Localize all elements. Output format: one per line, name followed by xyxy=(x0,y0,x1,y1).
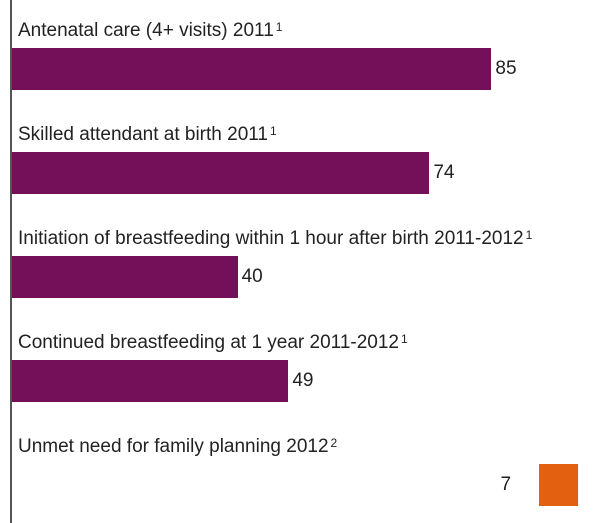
category-label-text: Unmet need for family planning 2012 xyxy=(18,436,329,457)
value-label: 40 xyxy=(241,266,263,287)
category-label: Antenatal care (4+ visits) 2011 1 xyxy=(18,20,282,42)
category-label: Initiation of breastfeeding within 1 hou… xyxy=(18,228,532,250)
footnote-marker: 1 xyxy=(270,124,277,138)
bar xyxy=(12,360,289,402)
footnote-marker: 1 xyxy=(275,20,283,34)
bar xyxy=(538,464,578,506)
bar xyxy=(12,48,492,90)
footnote-marker: 1 xyxy=(525,228,533,242)
value-label: 49 xyxy=(292,370,314,391)
category-label: Skilled attendant at birth 2011 1 xyxy=(18,124,277,146)
footnote-marker: 2 xyxy=(330,436,338,450)
category-label-text: Antenatal care (4+ visits) 2011 xyxy=(18,20,274,41)
category-label-text: Continued breastfeeding at 1 year 2011-2… xyxy=(18,332,399,353)
bar xyxy=(12,256,238,298)
category-label-text: Initiation of breastfeeding within 1 hou… xyxy=(18,228,524,249)
value-label: 85 xyxy=(495,58,517,79)
axis-line xyxy=(10,0,12,523)
bar xyxy=(12,152,430,194)
category-label: Unmet need for family planning 2012 2 xyxy=(18,436,337,458)
category-label: Continued breastfeeding at 1 year 2011-2… xyxy=(18,332,408,354)
footnote-marker: 1 xyxy=(400,332,408,346)
category-label-text: Skilled attendant at birth 2011 xyxy=(18,124,268,145)
value-label: 74 xyxy=(433,162,455,183)
value-label: 7 xyxy=(500,474,512,495)
